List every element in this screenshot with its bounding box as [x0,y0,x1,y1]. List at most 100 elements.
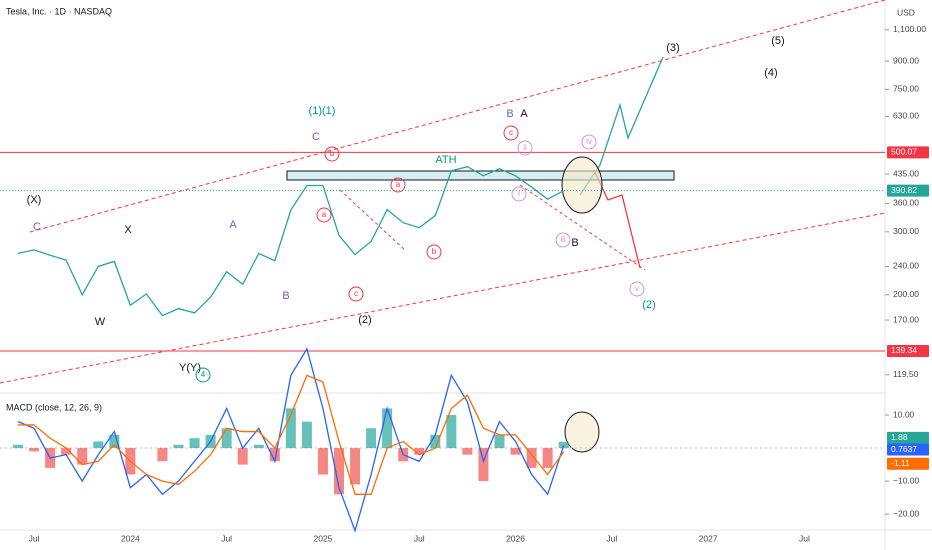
chart-title: Tesla, Inc. · 1D · NASDAQ [6,6,112,16]
y-tick-label: 630.00 [893,111,919,121]
indicator-title: MACD (close, 12, 26, 9) [6,402,102,412]
wave-label: (4) [764,67,777,79]
histogram-bar [61,448,72,455]
price-tag-bg [887,431,929,444]
wave-label: A [229,219,237,231]
y-tick-label: 240.00 [893,261,919,271]
y-tick-label: 900.00 [893,55,919,65]
x-tick-label: Jul [799,533,810,543]
histogram-bar [382,408,393,449]
y-tick-label: 750.00 [893,84,919,94]
wave-circle [348,286,364,302]
wave-label: (2) [358,314,371,326]
histogram-bar [317,448,328,475]
wave-circle [503,125,519,141]
y-tick-label: 10.00 [893,409,915,419]
y-tick-label: 1,100.00 [893,24,926,34]
macd-line [17,347,565,533]
histogram-bar [414,448,425,455]
wave-label: B [571,237,578,249]
x-tick-label: 2025 [313,533,332,543]
price-tag: 500.07 [891,147,917,157]
x-tick-label: Jul [414,533,425,543]
x-tick-label: 2024 [121,533,140,543]
wave-circle [517,140,533,156]
y-tick-label: 170.00 [893,314,919,324]
price-tag: -1.11 [891,458,910,468]
trend-line [339,189,406,251]
histogram-bar [350,448,361,485]
wave-label: (3) [666,42,679,54]
wave-label: b [432,247,437,256]
y-tick-label: −20.00 [893,508,920,518]
histogram-bar [542,448,553,468]
macd-line [18,374,565,495]
wave-label: X [124,224,132,236]
wave-label: i [518,189,520,198]
wave-circle [581,134,597,150]
histogram-bar [173,444,184,449]
price-tag: 390.82 [891,185,917,195]
price-tag-bg [887,184,929,197]
wave-circle [511,186,527,202]
histogram-bar [109,434,120,449]
histogram-bar [430,434,441,449]
histogram-bar [157,448,168,462]
histogram-bar [510,448,521,455]
histogram-bar [13,444,23,449]
wave-label: b [330,149,335,158]
wave-circle [316,207,332,223]
price-tag: 0.7637 [891,444,917,454]
wave-label: (X) [27,194,42,206]
y-tick-label: 435.00 [893,168,919,178]
wave-label: A [520,108,528,120]
histogram-bar [526,448,537,468]
x-tick-label: Jul [221,533,232,543]
wave-label: iii [560,235,566,244]
wave-label: iv [586,137,592,146]
histogram-bar [77,448,88,465]
wave-label: W [95,316,106,328]
wave-label: Y(Y) [179,362,201,374]
wave-label: 4 [201,370,206,379]
price-tag-bg [887,344,929,357]
histogram-bar [478,448,489,482]
histogram-bar [462,448,473,455]
histogram-bar [366,428,377,449]
histogram-bar [446,415,457,449]
y-tick-label: 300.00 [893,226,919,236]
wave-label: c [509,128,513,137]
wave-circle [629,281,645,297]
price-tag: 139.34 [891,345,917,355]
price-tag: 1.88 [891,432,908,442]
wave-label: (5) [771,35,784,47]
histogram-bar [189,438,200,449]
drawings [0,0,886,453]
histogram-bar [221,428,232,449]
wave-label: a [396,180,401,189]
channel-line [0,212,886,384]
wave-label: c [354,289,358,298]
wave-label: B [282,290,289,302]
histogram-bar [93,441,104,449]
histogram-bar [494,434,505,449]
price-tag-bg [887,443,929,456]
wave-circle [195,367,211,383]
histogram-bar [237,448,248,465]
price-tag-bg [887,146,929,159]
wave-circle [390,177,406,193]
price-line [17,166,565,317]
histogram-bar [29,448,40,452]
wave-label: ii [523,143,527,152]
y-tick-label: 200.00 [893,289,919,299]
histogram-bar [558,441,569,449]
histogram-bar [334,448,344,495]
highlight-circle [564,411,600,453]
x-tick-label: Jul [606,533,617,543]
wave-circle [555,232,571,248]
price-tag-bg [887,457,929,470]
trend-line [519,184,646,271]
wave-label: C [312,131,320,143]
